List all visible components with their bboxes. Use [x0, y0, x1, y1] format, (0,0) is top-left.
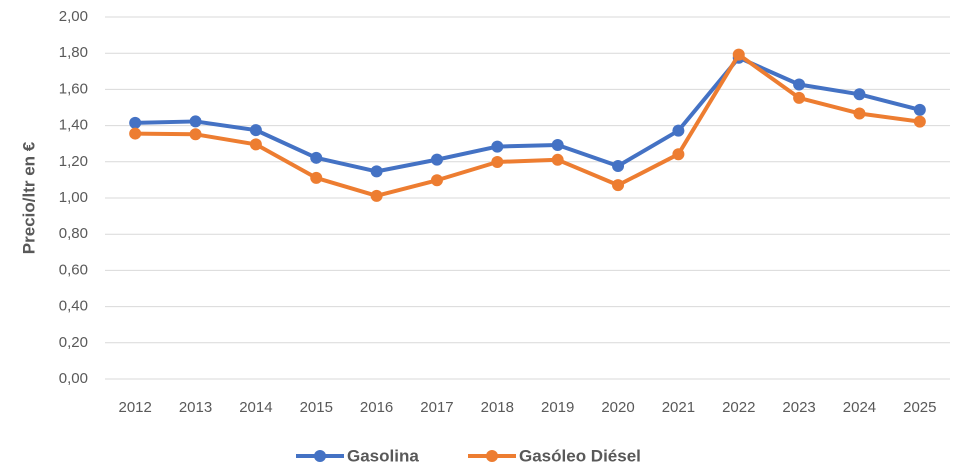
point: [370, 165, 383, 178]
point: [491, 155, 504, 168]
point: [913, 115, 926, 128]
y-tick-label: 1,40: [59, 117, 88, 134]
x-tick-label: 2015: [300, 399, 333, 416]
point: [913, 103, 926, 116]
x-tick-label: 2023: [782, 399, 815, 416]
y-tick-label: 0,60: [59, 261, 88, 278]
x-tick-label: 2014: [239, 399, 272, 416]
point: [612, 179, 625, 192]
x-tick-label: 2018: [481, 399, 514, 416]
point: [551, 153, 564, 166]
legend-label: Gasolina: [347, 446, 419, 465]
x-tick-label: 2020: [601, 399, 634, 416]
legend-label: Gasóleo Diésel: [519, 446, 641, 465]
point: [551, 138, 564, 151]
x-tick-label: 2017: [420, 399, 453, 416]
point: [189, 128, 202, 141]
point: [129, 127, 142, 140]
point: [672, 148, 685, 161]
point: [430, 174, 443, 187]
point: [793, 78, 806, 91]
point: [853, 107, 866, 120]
y-tick-label: 0,00: [59, 370, 88, 387]
y-axis-label: Precio/ltr en €: [19, 141, 38, 254]
point: [310, 151, 323, 164]
point: [249, 138, 262, 151]
y-tick-label: 1,00: [59, 189, 88, 206]
point: [249, 124, 262, 137]
point: [732, 48, 745, 61]
point: [189, 115, 202, 128]
x-tick-label: 2021: [662, 399, 695, 416]
y-tick-label: 1,60: [59, 80, 88, 97]
x-tick-label: 2024: [843, 399, 876, 416]
x-tick-label: 2016: [360, 399, 393, 416]
point: [672, 124, 685, 137]
y-tick-label: 1,80: [59, 44, 88, 61]
point: [310, 171, 323, 184]
legend-marker: [486, 450, 498, 462]
y-tick-label: 2,00: [59, 8, 88, 25]
point: [793, 91, 806, 104]
series-line: [135, 55, 921, 174]
point: [129, 116, 142, 129]
y-tick-label: 0,80: [59, 225, 88, 242]
y-tick-label: 1,20: [59, 153, 88, 170]
y-tick-label: 0,40: [59, 298, 88, 315]
x-tick-label: 2022: [722, 399, 755, 416]
x-tick-label: 2019: [541, 399, 574, 416]
x-tick-label: 2025: [903, 399, 936, 416]
point: [612, 159, 625, 172]
point: [430, 153, 443, 166]
point: [491, 140, 504, 153]
y-tick-label: 0,20: [59, 334, 88, 351]
x-tick-label: 2013: [179, 399, 212, 416]
point: [853, 88, 866, 101]
point: [370, 189, 383, 202]
series-line: [135, 52, 921, 198]
legend-marker: [314, 450, 326, 462]
x-tick-label: 2012: [118, 399, 151, 416]
